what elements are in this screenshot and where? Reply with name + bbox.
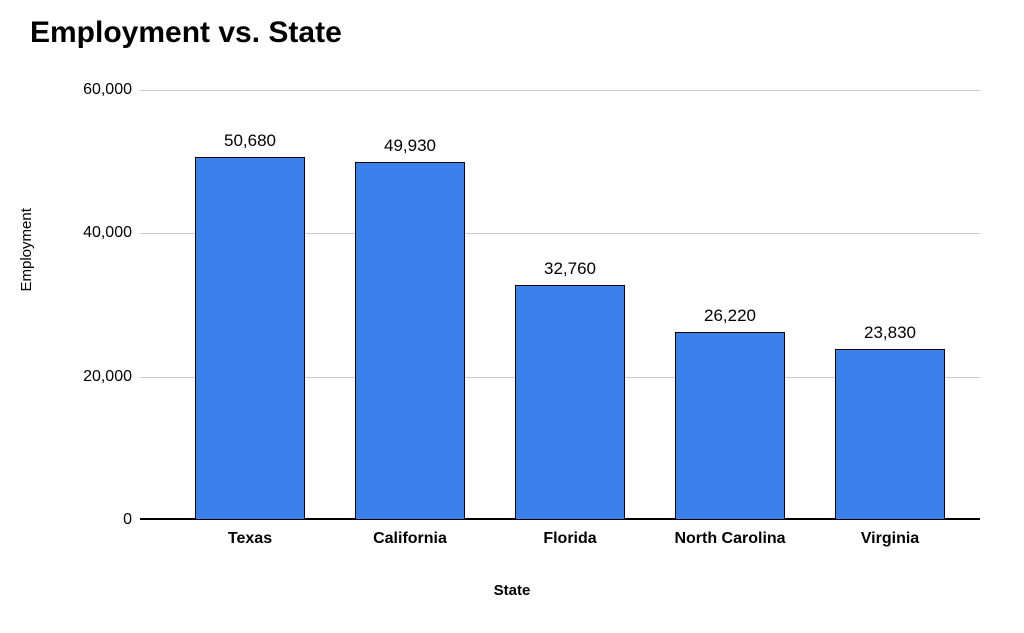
bar	[195, 157, 305, 520]
y-tick-label: 60,000	[52, 81, 132, 99]
plot-area: 020,00040,00060,00050,680Texas49,930Cali…	[140, 90, 980, 520]
bar-value-label: 26,220	[704, 306, 756, 326]
bar-value-label: 32,760	[544, 259, 596, 279]
x-tick-label: Virginia	[810, 520, 970, 548]
bar-slot: 50,680Texas	[170, 90, 330, 520]
bar-value-label: 23,830	[864, 323, 916, 343]
chart-title: Employment vs. State	[30, 16, 342, 50]
x-axis-title: State	[0, 582, 1024, 599]
bar-slot: 26,220North Carolina	[650, 90, 810, 520]
x-tick-label: North Carolina	[650, 520, 810, 548]
bar	[675, 332, 785, 520]
y-tick-label: 20,000	[52, 368, 132, 386]
employment-vs-state-chart: Employment vs. State Employment State 0 2…	[0, 0, 1024, 633]
y-tick-label: 0	[52, 511, 132, 529]
bar	[515, 285, 625, 520]
bar-slot: 49,930California	[330, 90, 490, 520]
bar-slot: 32,760Florida	[490, 90, 650, 520]
bar-value-label: 50,680	[224, 131, 276, 151]
x-tick-label: Texas	[170, 520, 330, 548]
bar	[355, 162, 465, 520]
y-tick-label: 40,000	[52, 224, 132, 242]
bar	[835, 349, 945, 520]
x-tick-label: Florida	[490, 520, 650, 548]
bar-slot: 23,830Virginia	[810, 90, 970, 520]
x-tick-label: California	[330, 520, 490, 548]
bar-value-label: 49,930	[384, 136, 436, 156]
y-axis-title: Employment	[18, 208, 35, 291]
